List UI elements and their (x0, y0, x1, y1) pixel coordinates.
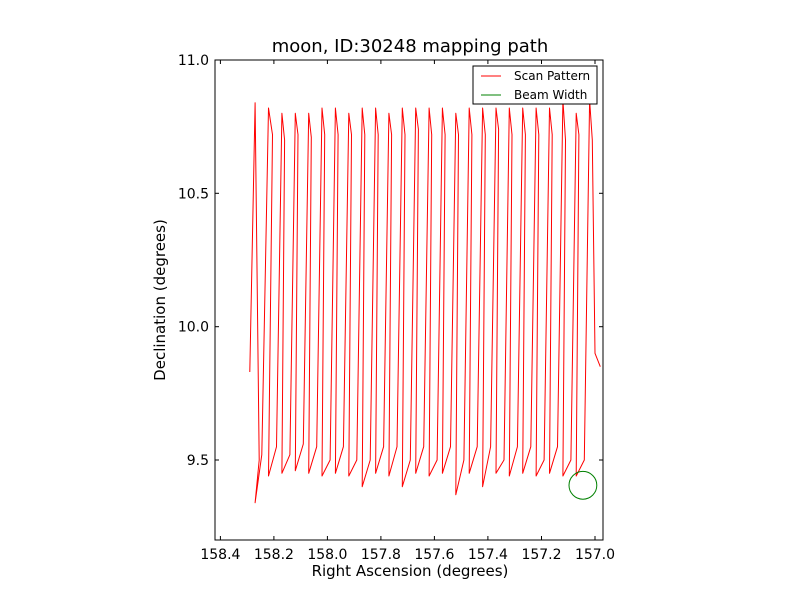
y-axis-label: Declination (degrees) (151, 219, 169, 381)
x-axis-label: Right Ascension (degrees) (312, 562, 509, 580)
x-tick-label: 157.0 (575, 547, 615, 563)
x-tick-label: 158.2 (254, 547, 294, 563)
y-tick-label: 9.5 (187, 453, 209, 469)
y-tick-label: 11.0 (178, 53, 209, 69)
x-tick-label: 157.2 (521, 547, 561, 563)
x-tick-label: 158.4 (200, 547, 240, 563)
x-tick-label: 157.4 (468, 547, 508, 563)
legend: Scan Pattern Beam Width (473, 66, 597, 104)
legend-label-scan-pattern: Scan Pattern (514, 69, 590, 83)
y-tick-label: 10.5 (178, 186, 209, 202)
plot-area (215, 60, 603, 540)
x-tick-label: 157.8 (361, 547, 401, 563)
y-tick-label: 10.0 (178, 320, 209, 336)
chart-title: moon, ID:30248 mapping path (272, 36, 549, 57)
x-tick-label: 157.6 (414, 547, 454, 563)
x-tick-label: 158.0 (307, 547, 347, 563)
legend-label-beam-width: Beam Width (514, 88, 587, 102)
